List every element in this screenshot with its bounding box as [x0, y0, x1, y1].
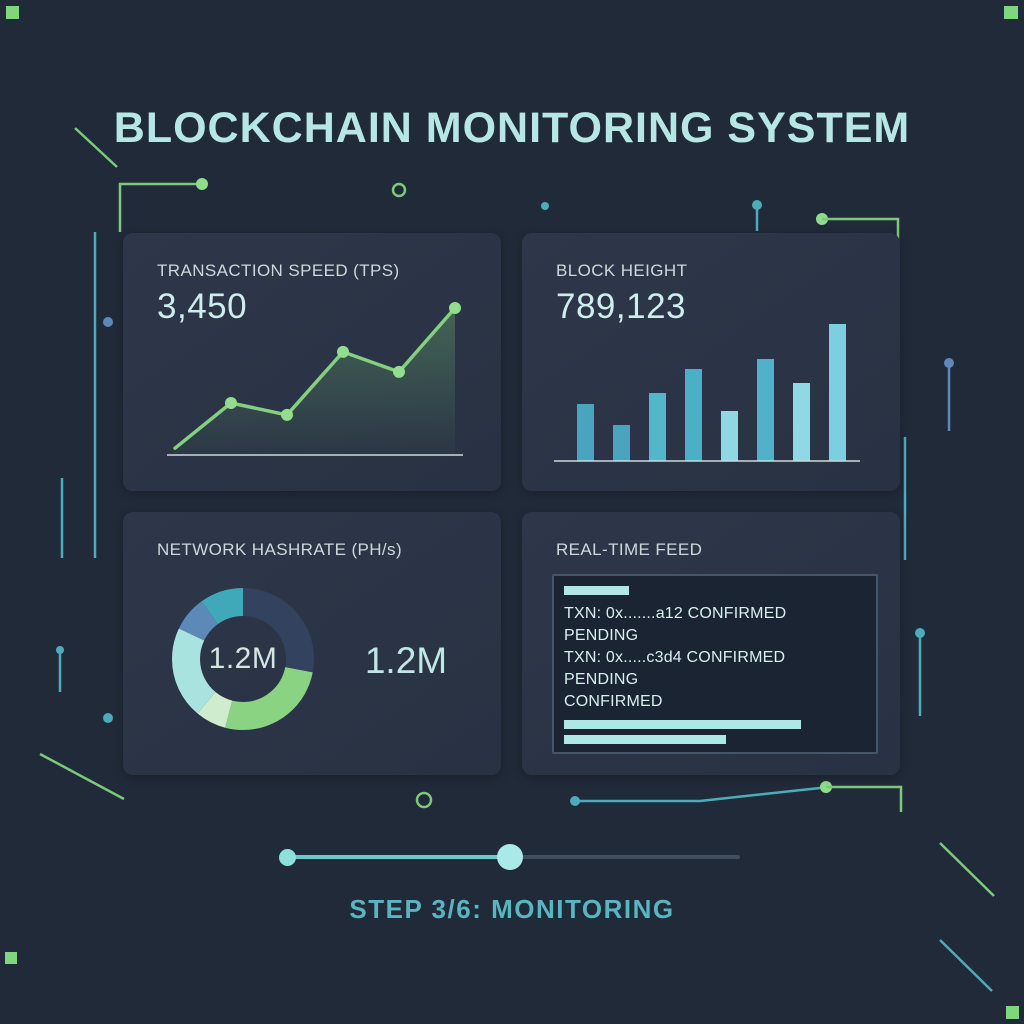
feed-progress-bar: [564, 735, 726, 744]
corner-square-icon: [1004, 6, 1018, 19]
card-transaction-speed: TRANSACTION SPEED (TPS) 3,450: [123, 233, 501, 491]
card-network-hashrate-label: NETWORK HASHRATE (PH/s): [157, 540, 403, 559]
card-block-height-label: BLOCK HEIGHT: [556, 261, 688, 280]
node-dot-icon: [196, 178, 208, 190]
feed-line: CONFIRMED: [564, 693, 663, 710]
node-dot-icon: [915, 628, 925, 638]
node-dot-icon: [103, 713, 113, 723]
node-dot-icon: [570, 796, 580, 806]
corner-square-icon: [6, 6, 19, 19]
hashrate-donut-chart: [172, 588, 314, 730]
step-label: STEP 3/6: MONITORING: [349, 894, 675, 924]
card-block-height: BLOCK HEIGHT 789,123: [522, 233, 900, 491]
slider-start-dot: [279, 849, 296, 866]
corner-square-icon: [5, 952, 17, 964]
feed-line: TXN: 0x.......a12 CONFIRMED: [564, 605, 787, 622]
node-dot-icon: [816, 213, 828, 225]
node-dot-icon: [752, 200, 762, 210]
page-title: BLOCKCHAIN MONITORING SYSTEM: [113, 104, 911, 152]
hashrate-value: 1.2M: [364, 640, 448, 681]
card-realtime-feed-label: REAL-TIME FEED: [556, 540, 703, 559]
feed-lines: TXN: 0x.......a12 CONFIRMED PENDING TXN:…: [564, 603, 864, 713]
node-dot-icon: [541, 202, 549, 210]
node-ring-icon: [415, 791, 433, 809]
feed-line: PENDING: [564, 627, 639, 644]
slider-fill: [285, 855, 511, 859]
transaction-speed-value: 3,450: [157, 287, 248, 326]
progress-slider[interactable]: [279, 844, 740, 870]
node-dot-icon: [56, 646, 64, 654]
slider-handle[interactable]: [497, 844, 524, 870]
card-network-hashrate: NETWORK HASHRATE (PH/s) 1.2M 1.2M: [123, 512, 501, 775]
donut-center-value: 1.2M: [208, 642, 278, 675]
node-dot-icon: [820, 781, 832, 793]
feed-line: PENDING: [564, 671, 639, 688]
corner-square-icon: [1006, 1006, 1019, 1019]
feed-progress-bar: [564, 720, 801, 729]
block-height-bar-chart: [554, 324, 860, 462]
node-dot-icon: [944, 358, 954, 368]
block-height-value: 789,123: [556, 287, 687, 326]
feed-progress-bar: [564, 586, 629, 595]
node-ring-icon: [391, 182, 407, 198]
feed-panel: TXN: 0x.......a12 CONFIRMED PENDING TXN:…: [552, 574, 878, 754]
node-dot-icon: [103, 317, 113, 327]
card-realtime-feed: REAL-TIME FEED TXN: 0x.......a12 CONFIRM…: [522, 512, 900, 775]
feed-line: TXN: 0x.....c3d4 CONFIRMED: [564, 649, 786, 666]
card-transaction-speed-label: TRANSACTION SPEED (TPS): [157, 261, 400, 280]
tps-line-chart: [167, 302, 463, 456]
